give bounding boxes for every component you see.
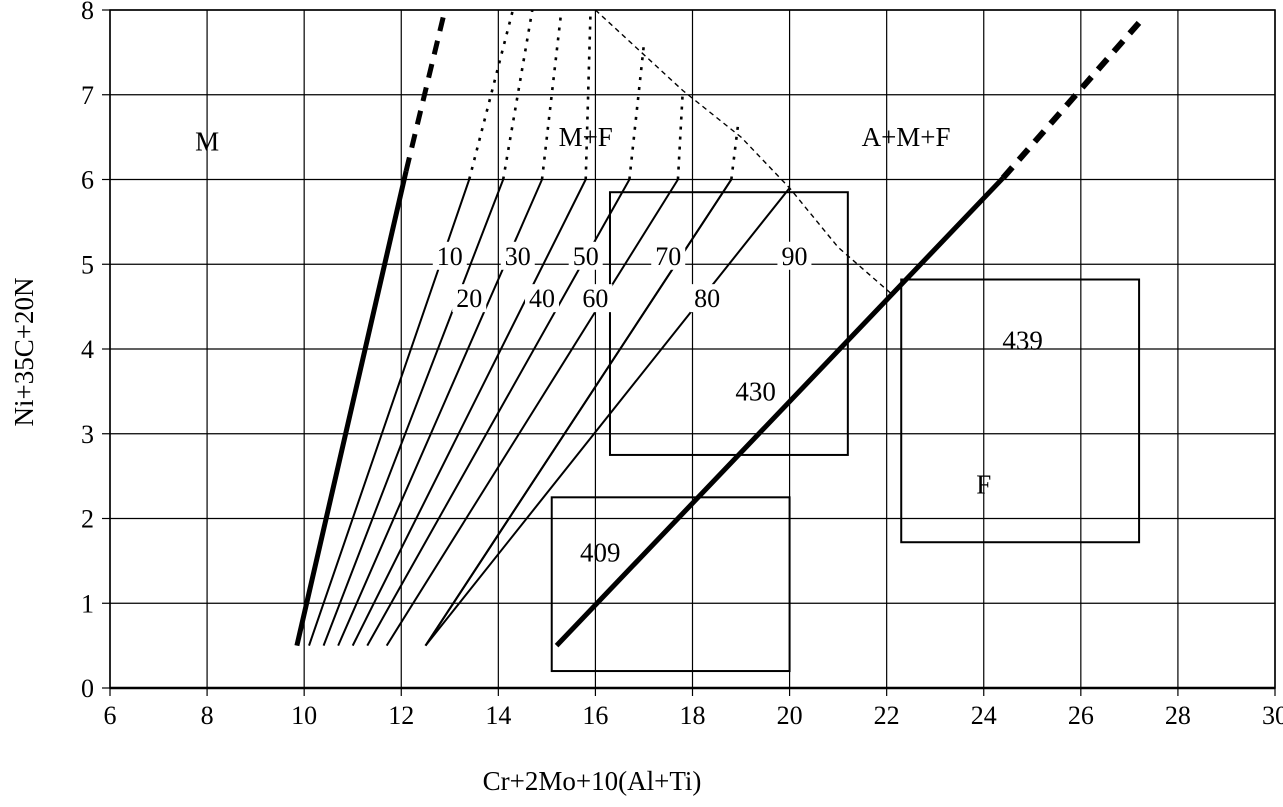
y-axis-label: Ni+35C+20N <box>9 278 39 427</box>
iso-line-dotted-50 <box>628 43 646 180</box>
phase-boundaries <box>294 9 1142 648</box>
grade-label-439: 439 <box>1002 326 1043 356</box>
iso-label: 90 <box>781 242 807 271</box>
x-tick-label: 10 <box>291 701 317 730</box>
y-tick-label: 7 <box>81 81 94 110</box>
grid-lines <box>109 9 1276 689</box>
iso-line-20 <box>322 179 505 646</box>
x-tick-label: 14 <box>485 701 511 730</box>
y-tick-label: 1 <box>81 589 94 618</box>
iso-label: 70 <box>655 242 681 271</box>
x-tick-label: 18 <box>680 701 706 730</box>
iso-label: 60 <box>582 284 608 313</box>
iso-ferrite-lines <box>308 9 791 647</box>
y-tick-label: 6 <box>81 166 94 195</box>
y-tick-label: 5 <box>81 250 94 279</box>
x-tick-label: 8 <box>201 701 214 730</box>
y-tick-label: 2 <box>81 505 94 534</box>
iso-label-bg <box>651 241 686 270</box>
region-label: M <box>195 126 219 156</box>
iso-line-dotted-30 <box>540 9 563 180</box>
y-tick-label: 4 <box>81 335 94 364</box>
iso-label-bg <box>432 241 467 270</box>
ferrite-boundary-dashed <box>1000 20 1142 180</box>
region-label: A+M+F <box>862 122 951 152</box>
region-label: F <box>976 470 991 500</box>
iso-label: 30 <box>505 242 531 271</box>
iso-label-bg <box>452 284 487 313</box>
iso-label: 20 <box>456 284 482 313</box>
iso-line-60 <box>385 178 679 647</box>
ferrite-boundary <box>554 176 1005 648</box>
iso-line-90 <box>424 187 791 647</box>
upper-envelope-boundary <box>594 9 892 295</box>
iso-line-dotted-70 <box>730 120 740 180</box>
iso-label-bg <box>777 241 812 270</box>
iso-line-40 <box>351 179 587 647</box>
iso-label-bg <box>690 284 725 313</box>
x-tick-label: 12 <box>388 701 414 730</box>
martensite-boundary-dashed <box>403 9 448 172</box>
iso-label: 10 <box>437 242 463 271</box>
y-tick-label: 0 <box>81 674 94 703</box>
iso-label-bg <box>500 241 535 270</box>
iso-label: 80 <box>694 284 720 313</box>
x-axis-label: Cr+2Mo+10(Al+Ti) <box>483 766 702 796</box>
grade-box-439 <box>900 278 1141 544</box>
x-tick-label: 20 <box>777 701 803 730</box>
x-tick-label: 28 <box>1165 701 1191 730</box>
grade-label-430: 430 <box>735 376 776 406</box>
grade-label-409: 409 <box>580 537 621 567</box>
y-tick-label: 3 <box>81 420 94 449</box>
x-tick-label: 6 <box>104 701 117 730</box>
x-tick-label: 26 <box>1068 701 1094 730</box>
y-tick-label: 8 <box>81 0 94 25</box>
chart-annotations: M M+F A+M+F F 10 30 50 70 90 20 40 60 80 <box>195 122 991 499</box>
iso-line-dotted-60 <box>676 90 685 180</box>
x-tick-label: 22 <box>874 701 900 730</box>
iso-label-bg <box>568 241 603 270</box>
grade-box-430 <box>608 191 849 456</box>
steel-grade-boxes: 409 430 439 <box>550 191 1141 673</box>
region-label: M+F <box>559 122 613 152</box>
x-tick-label: 24 <box>971 701 997 730</box>
iso-label: 40 <box>529 284 555 313</box>
grade-box-409 <box>550 496 791 673</box>
martensite-boundary <box>294 170 409 647</box>
x-tick-label: 16 <box>582 701 608 730</box>
iso-label: 50 <box>573 242 599 271</box>
iso-label-bg <box>578 284 613 313</box>
x-tick-label: 30 <box>1262 701 1283 730</box>
iso-label-bg <box>525 284 560 313</box>
iso-line-dotted-40 <box>584 9 592 180</box>
